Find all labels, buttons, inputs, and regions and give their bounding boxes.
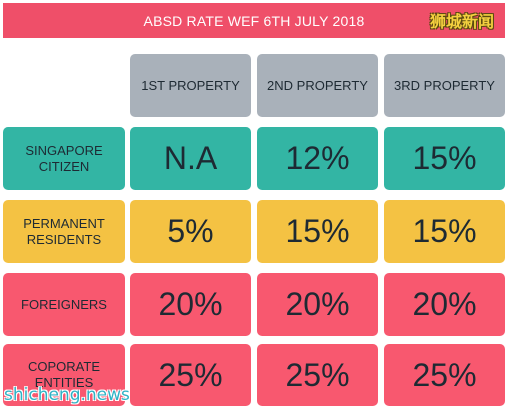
rate-cell-pr-1st: 5%: [130, 200, 251, 263]
rate-cell-entities-2nd: 25%: [257, 344, 378, 406]
row-label-singapore-citizen: SINGAPORE CITIZEN: [3, 127, 125, 190]
row-label-line: SINGAPORE: [25, 142, 103, 158]
table-title: ABSD RATE WEF 6TH JULY 2018: [143, 12, 365, 29]
rate-cell-entities-3rd: 25%: [384, 344, 505, 406]
rate-cell-pr-3rd: 15%: [384, 200, 505, 263]
rate-cell-foreigners-2nd: 20%: [257, 273, 378, 336]
title-banner: ABSD RATE WEF 6TH JULY 2018: [3, 3, 505, 38]
column-header-2nd-property: 2ND PROPERTY: [257, 54, 378, 117]
row-label-coporate-entities: COPORATE ENTITIES: [3, 344, 125, 406]
row-label-line: CITIZEN: [38, 158, 90, 174]
row-label-line: COPORATE: [28, 359, 100, 374]
row-label-line: PERMANENT: [23, 215, 105, 231]
watermark-logo-top: 狮城新闻: [430, 12, 495, 31]
watermark-site-name: shicheng.news: [4, 385, 130, 405]
rate-cell-citizen-3rd: 15%: [384, 127, 505, 190]
row-label-line: FOREIGNERS: [21, 296, 107, 312]
row-label-permanent-residents: PERMANENT RESIDENTS: [3, 200, 125, 263]
row-label-foreigners: FOREIGNERS: [3, 273, 125, 336]
column-header-1st-property: 1ST PROPERTY: [130, 54, 251, 117]
row-label-line: ENTITIES: [34, 375, 94, 390]
rate-cell-foreigners-3rd: 20%: [384, 273, 505, 336]
rate-cell-foreigners-1st: 20%: [130, 273, 251, 336]
rate-cell-citizen-1st: N.A: [130, 127, 251, 190]
column-header-3rd-property: 3RD PROPERTY: [384, 54, 505, 117]
rate-cell-entities-1st: 25%: [130, 344, 251, 406]
row-label-line: RESIDENTS: [26, 231, 102, 247]
rate-cell-pr-2nd: 15%: [257, 200, 378, 263]
rate-cell-citizen-2nd: 12%: [257, 127, 378, 190]
